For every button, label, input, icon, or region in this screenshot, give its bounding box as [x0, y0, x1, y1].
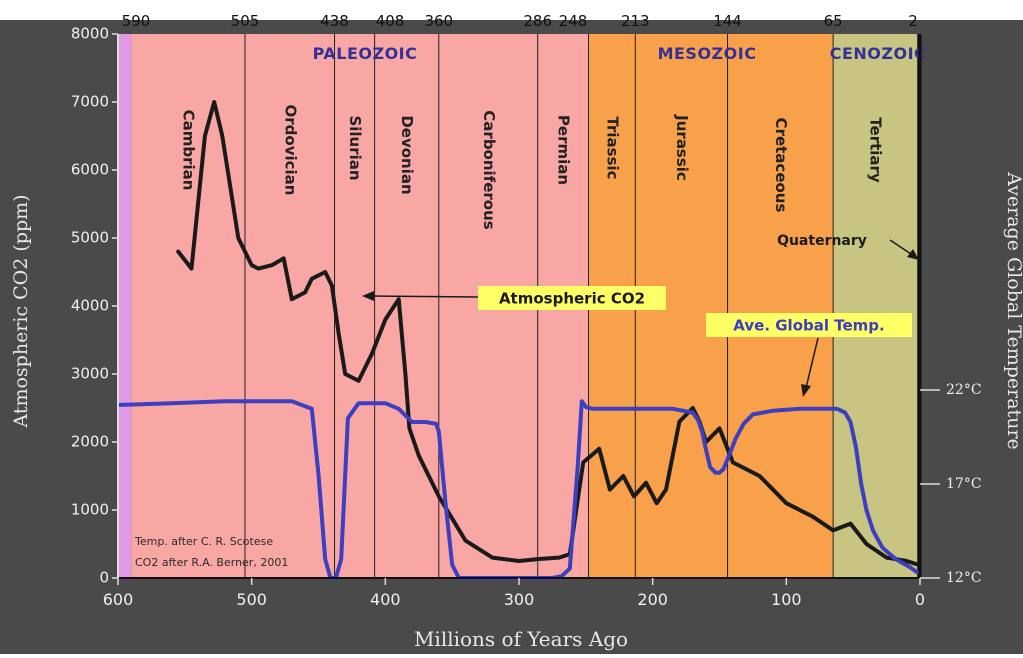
period-label-ordovician: Ordovician	[281, 105, 299, 196]
y-tick-label: 3000	[71, 365, 109, 383]
boundary-tick-label: 144	[713, 12, 742, 30]
y2-tick-label: 22°C	[946, 382, 982, 398]
period-label-jurassic: Jurassic	[673, 114, 691, 181]
period-label-carboniferous: Carboniferous	[480, 110, 498, 229]
boundary-tick-label: 408	[376, 12, 405, 30]
period-label-cretaceous: Cretaceous	[772, 118, 790, 213]
x-tick-label: 400	[370, 590, 401, 609]
period-label-silurian: Silurian	[346, 115, 364, 180]
source-note-temp: Temp. after C. R. Scotese	[134, 535, 273, 548]
callout-temp-text: Ave. Global Temp.	[733, 317, 884, 335]
y-tick-label: 0	[99, 569, 109, 587]
period-label-permian: Permian	[555, 115, 573, 185]
y-tick-label: 1000	[71, 501, 109, 519]
boundary-tick-label: 286	[523, 12, 552, 30]
boundary-tick-label: 590	[122, 12, 151, 30]
x-tick-label: 500	[236, 590, 267, 609]
y-axis-label: Atmospheric CO2 (ppm)	[10, 194, 32, 428]
y-tick-label: 2000	[71, 433, 109, 451]
boundary-tick-label: 438	[320, 12, 349, 30]
period-label-triassic: Triassic	[603, 116, 621, 179]
callout-temp-box	[706, 313, 912, 337]
boundary-tick-label: 360	[424, 12, 453, 30]
period-label-cambrian: Cambrian	[180, 110, 198, 191]
y-tick-label: 7000	[71, 93, 109, 111]
boundary-tick-label: 213	[621, 12, 650, 30]
series-ave-global-temp	[116, 399, 920, 580]
y2-tick-label: 17°C	[946, 476, 982, 492]
era-label-paleozoic: PALEOZOIC	[313, 44, 418, 63]
callout-co2-arrowhead	[362, 291, 374, 301]
era-labels: PALEOZOIC MESOZOIC CENOZOIC Quaternary	[313, 44, 927, 249]
x-tick-label: 0	[915, 590, 925, 609]
period-boundaries	[244, 34, 834, 578]
precambrian-band	[118, 34, 132, 578]
boundary-tick-label: 248	[559, 12, 588, 30]
series-lines	[116, 100, 920, 580]
top-title-strip	[0, 0, 1023, 20]
callout-temp-arrowhead	[801, 384, 811, 397]
y2-axis-label: Average Global Temperature	[1003, 171, 1023, 450]
source-note-co2: CO2 after R.A. Berner, 2001	[135, 556, 288, 569]
y-tick-label: 4000	[71, 297, 109, 315]
era-label-mesozoic: MESOZOIC	[658, 44, 757, 63]
x-axis-label: Millions of Years Ago	[414, 627, 628, 651]
y2-tick-label: 12°C	[946, 570, 982, 586]
boundary-tick-label: 505	[231, 12, 260, 30]
y-tick-label: 6000	[71, 161, 109, 179]
period-label-tertiary: Tertiary	[867, 117, 885, 183]
x-tick-label: 100	[771, 590, 802, 609]
quaternary-label: Quaternary	[777, 233, 867, 249]
period-label-devonian: Devonian	[398, 115, 416, 194]
y-tick-label: 8000	[71, 25, 109, 43]
quaternary-arrowhead	[907, 249, 919, 260]
callout-co2-box	[478, 286, 666, 310]
x-tick-label: 200	[637, 590, 668, 609]
x-tick-label: 300	[504, 590, 535, 609]
callout-temp-arrow	[805, 337, 819, 389]
era-label-cenozoic: CENOZOIC	[830, 44, 927, 63]
series-atmospheric-co2	[176, 100, 920, 567]
period-labels: Cambrian Ordovician Silurian Devonian Carbon…	[180, 105, 885, 230]
boundary-tick-label: 65	[824, 12, 843, 30]
era-band-cenozoic	[833, 34, 918, 578]
y-tick-label: 5000	[71, 229, 109, 247]
callout-co2-arrow	[369, 295, 479, 298]
annotations: Atmospheric CO2 Ave. Global Temp. Temp. af…	[134, 239, 919, 569]
callout-co2-text: Atmospheric CO2	[499, 290, 645, 308]
boundary-tick-label: 2	[908, 12, 918, 30]
x-tick-label: 600	[103, 590, 134, 609]
